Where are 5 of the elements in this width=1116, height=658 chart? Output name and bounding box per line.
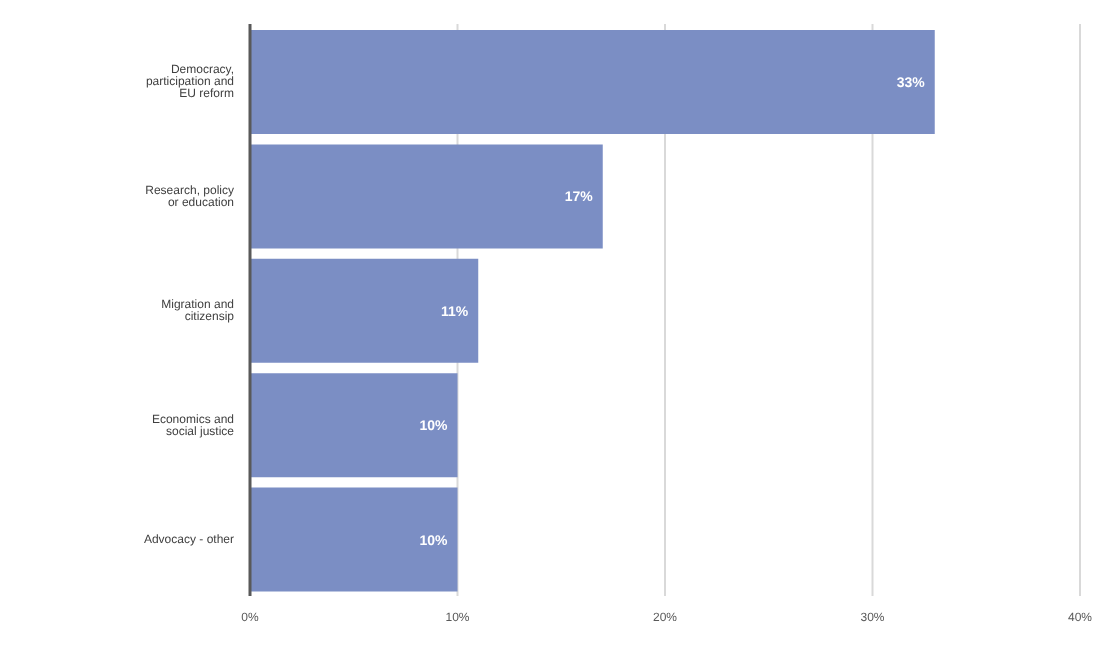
bar [250,487,458,592]
bar [250,258,479,363]
bar [250,144,603,249]
bar [250,373,458,478]
bar [250,30,935,134]
